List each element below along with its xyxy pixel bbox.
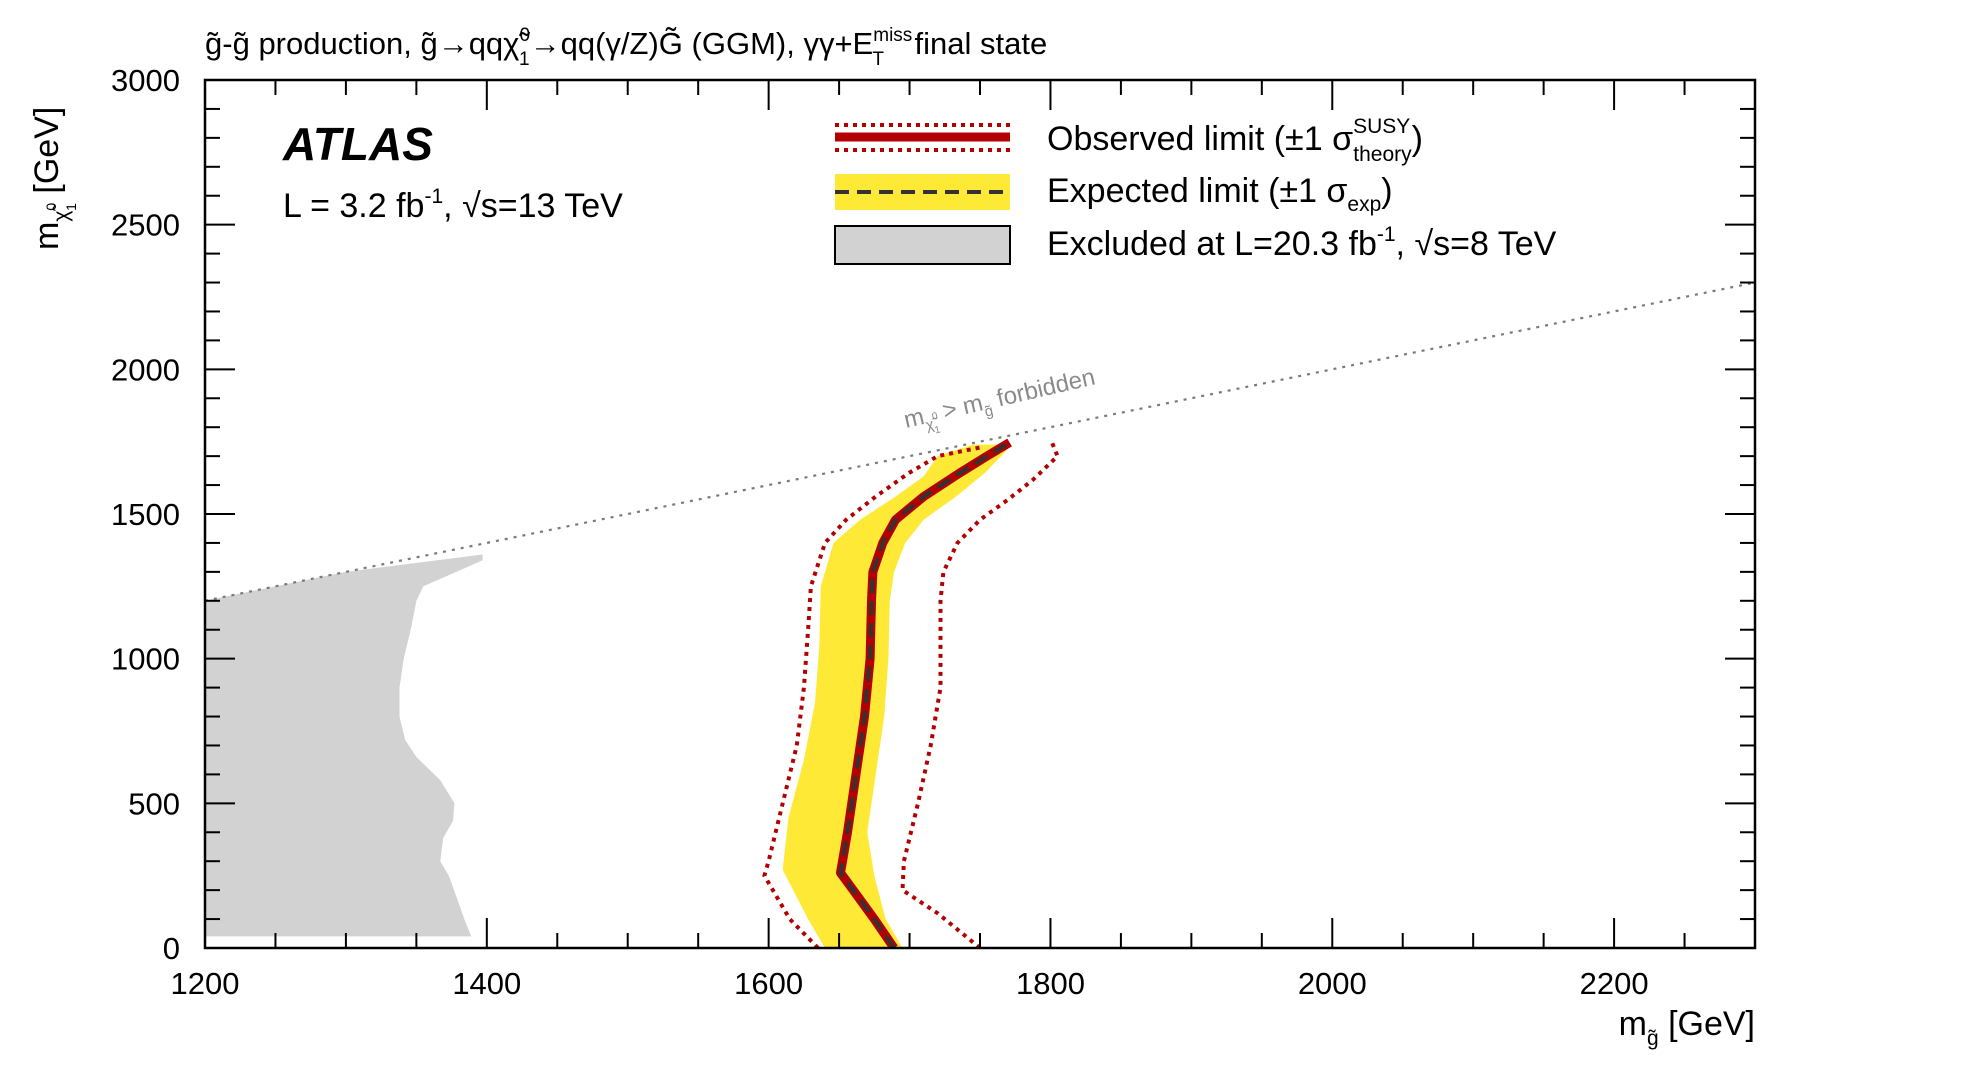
observed-minus-sigma-line — [762, 445, 981, 948]
x-tick-label: 1600 — [734, 966, 803, 1001]
y-tick-label: 0 — [163, 931, 180, 966]
legend-excluded-label: Excluded at L=20.3 fb-1, √s=8 TeV — [1047, 223, 1557, 263]
x-tick-label: 2200 — [1580, 966, 1649, 1001]
legend-observed-label: Observed limit (±1 σSUSY theory) — [1047, 115, 1423, 166]
expected-limit-line — [838, 440, 1011, 948]
expected-limit-band — [782, 444, 1011, 948]
y-tick-label: 2000 — [111, 352, 180, 387]
excluded-8tev-region — [205, 554, 483, 937]
y-tick-label: 500 — [128, 786, 180, 821]
x-tick-label: 2000 — [1298, 966, 1367, 1001]
legend-expected-label: Expected limit (±1 σexp) — [1047, 172, 1393, 216]
forbidden-label: mχ̃01 > mg̃ forbidden — [901, 364, 1100, 443]
x-tick-label: 1400 — [452, 966, 521, 1001]
luminosity-label: L = 3.2 fb-1, √s=13 TeV — [283, 185, 623, 225]
plot-frame — [203, 78, 1757, 950]
y-tick-label: 3000 — [111, 63, 180, 98]
legend: Observed limit (±1 σSUSY theory) Expected… — [834, 115, 1557, 265]
y-tick-label: 2500 — [111, 208, 180, 243]
x-axis-label: mg̃ [GeV] — [1619, 1005, 1755, 1050]
chart-title: g̃-g̃ production, g̃→qqχ̃0 1→qq(γ/Z)G̃ (G… — [205, 25, 1047, 70]
y-axis-label: mχ̃0 1 [GeV] — [28, 107, 79, 250]
observed-plus-sigma-line — [900, 438, 1060, 948]
legend-excluded-box — [834, 225, 1011, 265]
y-tick-label: 1500 — [111, 497, 180, 532]
x-tick-label: 1200 — [171, 966, 240, 1001]
atlas-label: ATLAS — [282, 118, 433, 170]
forbidden-diagonal-line — [205, 281, 1755, 602]
y-tick-label: 1000 — [111, 642, 180, 677]
x-tick-label: 1800 — [1016, 966, 1085, 1001]
